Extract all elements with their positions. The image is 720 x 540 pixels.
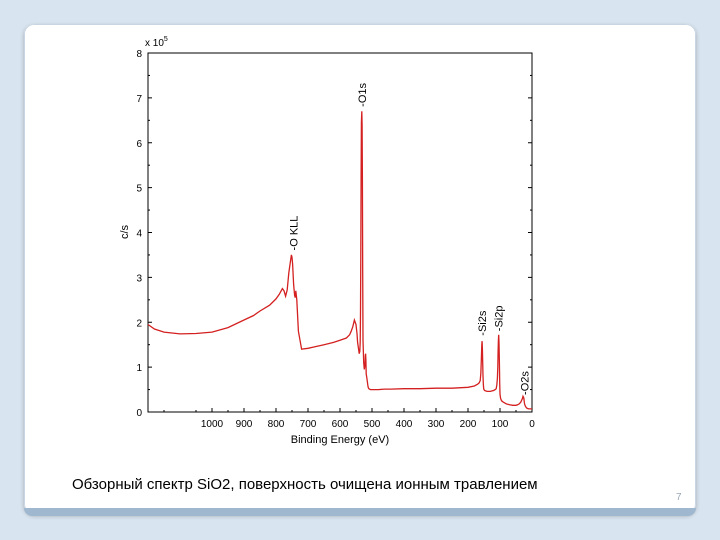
- peak-label: -Si2p: [494, 306, 506, 332]
- x-tick-label: 800: [268, 419, 285, 430]
- x-tick-label: 400: [396, 419, 413, 430]
- x-tick-label: 600: [332, 419, 349, 430]
- y-tick-label: 0: [136, 408, 142, 419]
- peak-label: -O KLL: [289, 216, 301, 251]
- x-axis-title: Binding Energy (eV): [291, 434, 389, 446]
- page-number: 7: [676, 492, 682, 503]
- x-tick-label: 200: [460, 419, 477, 430]
- y-tick-label: 8: [136, 49, 142, 60]
- y-tick-label: 6: [136, 139, 142, 150]
- slide-card: [24, 24, 696, 514]
- y-tick-label: 4: [136, 229, 142, 240]
- axis-ticks: 1000 900 800 700 600 500 400 300 200 100 001234567…: [136, 49, 535, 430]
- slide-caption: Обзорный спектр SiO2, поверхность очищен…: [72, 476, 538, 493]
- x-tick-label: 900: [236, 419, 253, 430]
- x-tick-label: 1000: [201, 419, 224, 430]
- y-tick-label: 5: [136, 184, 142, 195]
- y-multiplier-label: x 105: [145, 36, 168, 49]
- y-tick-label: 7: [136, 94, 142, 105]
- x-tick-label: 100: [492, 419, 509, 430]
- y-tick-label: 3: [136, 273, 142, 284]
- x-tick-label: 700: [300, 419, 317, 430]
- y-multiplier-exponent: 5: [164, 36, 168, 43]
- peak-label: -O2s: [519, 371, 531, 395]
- y-axis-title: c/s: [119, 224, 131, 239]
- plot-area-frame: [147, 52, 533, 413]
- y-tick-label: 1: [136, 363, 142, 374]
- x-tick-label: 500: [364, 419, 381, 430]
- spectrum-line: [147, 111, 532, 410]
- x-tick-label: 300: [428, 419, 445, 430]
- peak-label: -Si2s: [477, 310, 489, 336]
- peak-label: -O1s: [357, 83, 369, 107]
- slide-bottom-bar: [24, 508, 696, 516]
- y-tick-label: 2: [136, 318, 142, 329]
- peak-labels: -O KLL -O1s -Si2s -Si2p -O2s: [289, 83, 532, 395]
- x-tick-label: 0: [529, 419, 535, 430]
